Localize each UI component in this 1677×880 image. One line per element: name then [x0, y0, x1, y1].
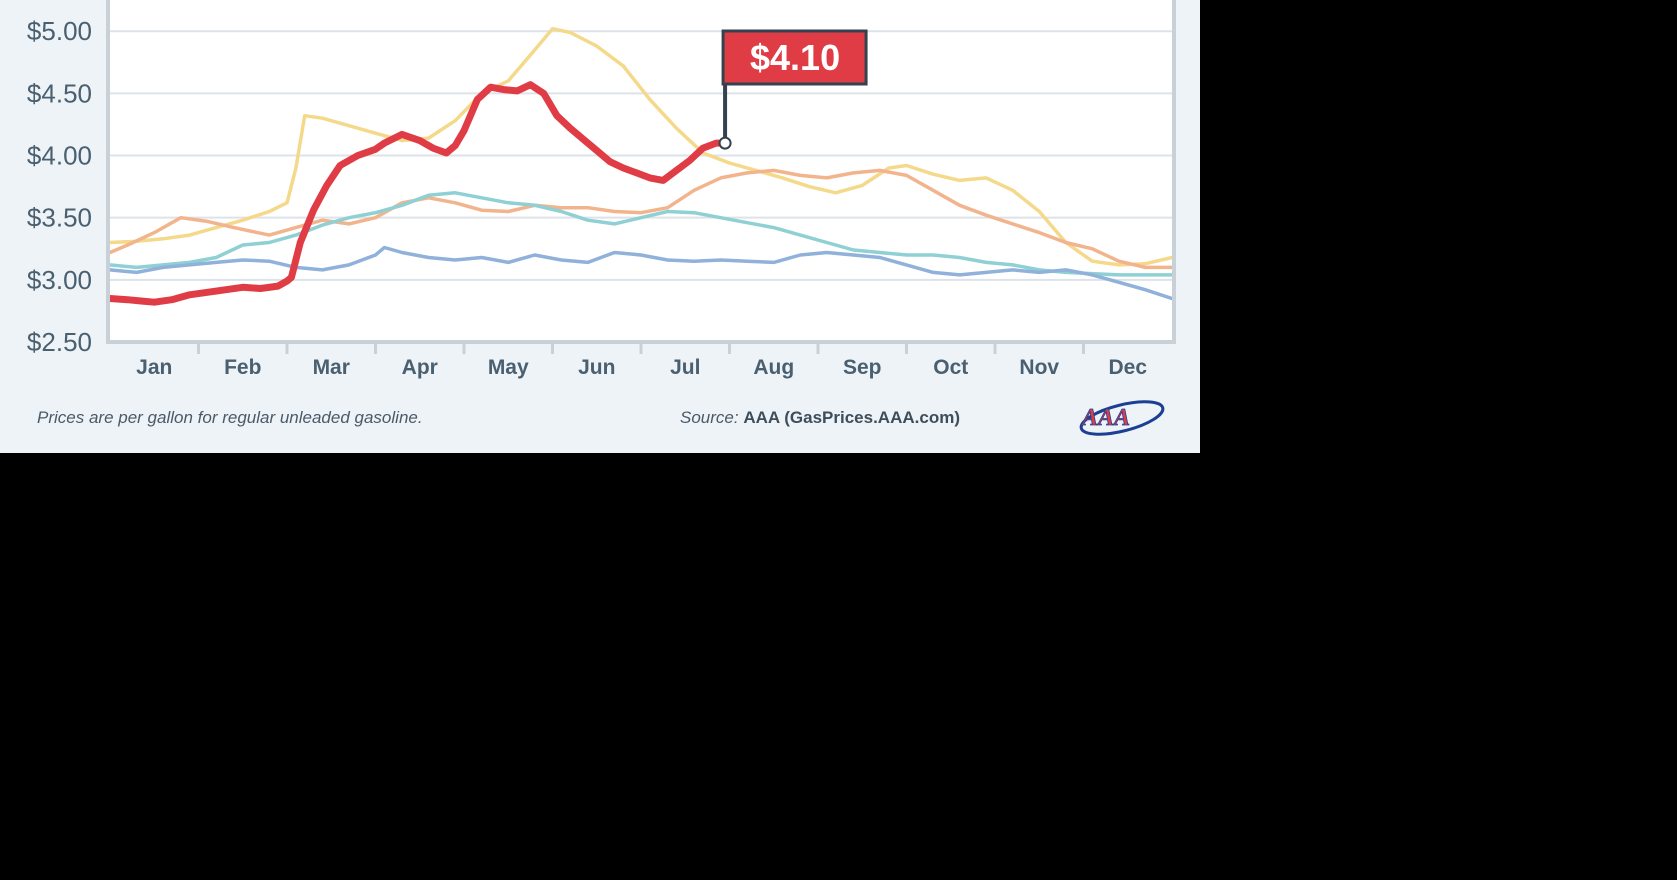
callout-label: $4.10 — [750, 37, 840, 78]
x-tick-label: Feb — [224, 356, 261, 379]
y-tick-label: $4.50 — [27, 78, 92, 108]
aaa-logo: AAA — [1079, 400, 1165, 436]
plot-area — [110, 0, 1174, 342]
callout-flag — [721, 29, 868, 86]
x-tick-label: Apr — [402, 356, 438, 379]
logo-lettering: AAA — [1080, 405, 1130, 431]
series-line-yellow — [108, 26, 1174, 267]
x-tick-label: Jun — [578, 356, 615, 379]
y-tick-label: $3.00 — [27, 265, 92, 295]
series-line-teal — [108, 191, 1174, 277]
x-tick-label: Jul — [670, 356, 700, 379]
chart-panel: $2.50 $3.00 $3.50 $4.00 $4.50 $5.00 Jan Feb Mar… — [0, 0, 1200, 453]
series-lines — [106, 26, 1174, 306]
axes — [106, 0, 1176, 354]
x-tick-label: Dec — [1108, 356, 1147, 379]
x-tick-label: Aug — [753, 356, 794, 379]
x-tick-label: May — [488, 356, 529, 379]
x-tick-label: Jan — [136, 356, 172, 379]
y-tick-label: $3.50 — [27, 203, 92, 233]
callout-point — [718, 136, 732, 150]
series-line-current — [106, 81, 729, 306]
y-tick-label: $2.50 — [27, 327, 92, 357]
y-tick-label: $4.00 — [27, 141, 92, 171]
source-credit: Source: AAA (GasPrices.AAA.com) — [680, 408, 960, 428]
y-axis-labels: $2.50 $3.00 $3.50 $4.00 $4.50 $5.00 — [27, 16, 92, 357]
logo-swoosh — [1079, 400, 1165, 436]
x-tick-label: Oct — [933, 356, 968, 379]
x-tick-label: Nov — [1019, 356, 1059, 379]
gas-price-chart: $2.50 $3.00 $3.50 $4.00 $4.50 $5.00 Jan Feb Mar… — [27, 0, 1176, 379]
x-tick-label: Sep — [843, 356, 882, 379]
series-line-orange — [108, 168, 1174, 270]
x-tick-label: Mar — [313, 356, 350, 379]
footnote-text: Prices are per gallon for regular unlead… — [37, 408, 423, 427]
source-value: AAA (GasPrices.AAA.com) — [743, 408, 960, 427]
price-callout: $4.10 — [718, 29, 868, 150]
y-tick-label: $5.00 — [27, 16, 92, 46]
x-axis-labels: Jan Feb Mar Apr May Jun Jul Aug Sep Oct Nov Dec — [136, 356, 1147, 379]
source-label: Source: — [680, 408, 739, 427]
